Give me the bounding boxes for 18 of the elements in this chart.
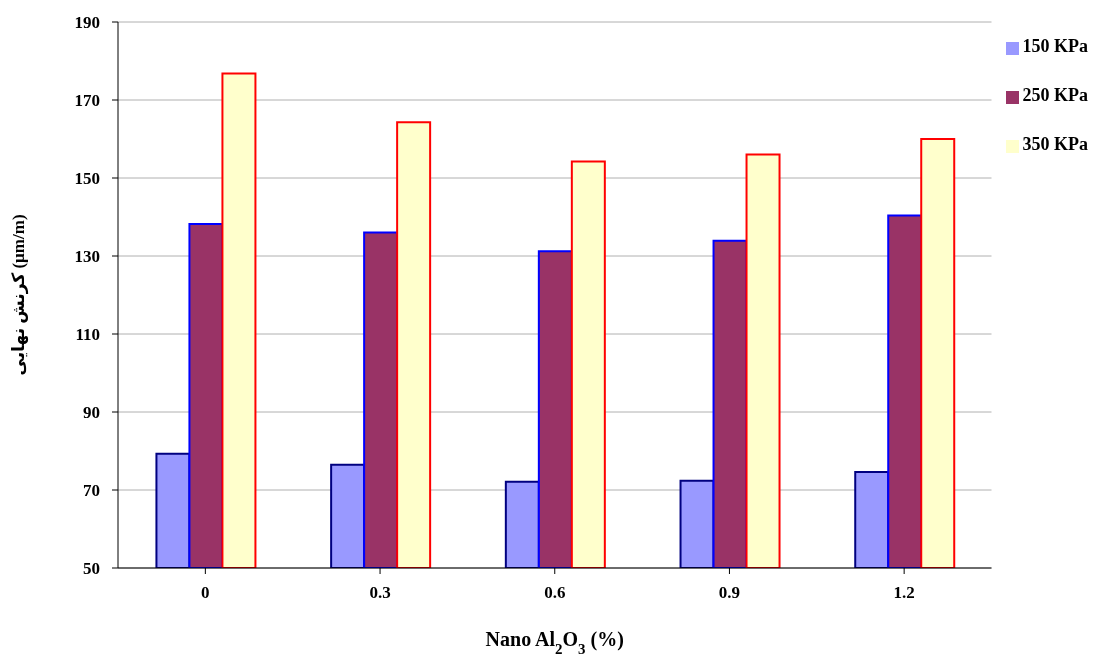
x-tick-label: 0.9	[718, 583, 741, 603]
y-tick-label: 50	[83, 559, 100, 579]
x-tick-label: 0.6	[544, 583, 566, 603]
x-tick-label: 0.3	[369, 583, 391, 603]
y-axis-title: کرنش نهایی (µm/m)	[9, 214, 30, 376]
y-tick-label: 170	[74, 91, 100, 111]
x-axis-title: Nano Al$_{2}$O$_{3}$ (%)	[485, 628, 624, 657]
y-tick-label: 190	[74, 13, 100, 33]
legend-label: 350 KPa	[1022, 134, 1088, 154]
y-tick-label: 130	[74, 247, 100, 267]
x-tick-label: 0	[201, 583, 210, 603]
y-tick-label: 90	[83, 403, 100, 423]
x-tick-label: 1.2	[893, 583, 915, 603]
y-tick-label: 110	[75, 325, 100, 345]
legend-label: 250 KPa	[1022, 85, 1088, 105]
y-tick-label: 150	[74, 169, 100, 189]
y-tick-label: 70	[83, 481, 100, 501]
legend-label: 150 KPa	[1022, 36, 1088, 56]
